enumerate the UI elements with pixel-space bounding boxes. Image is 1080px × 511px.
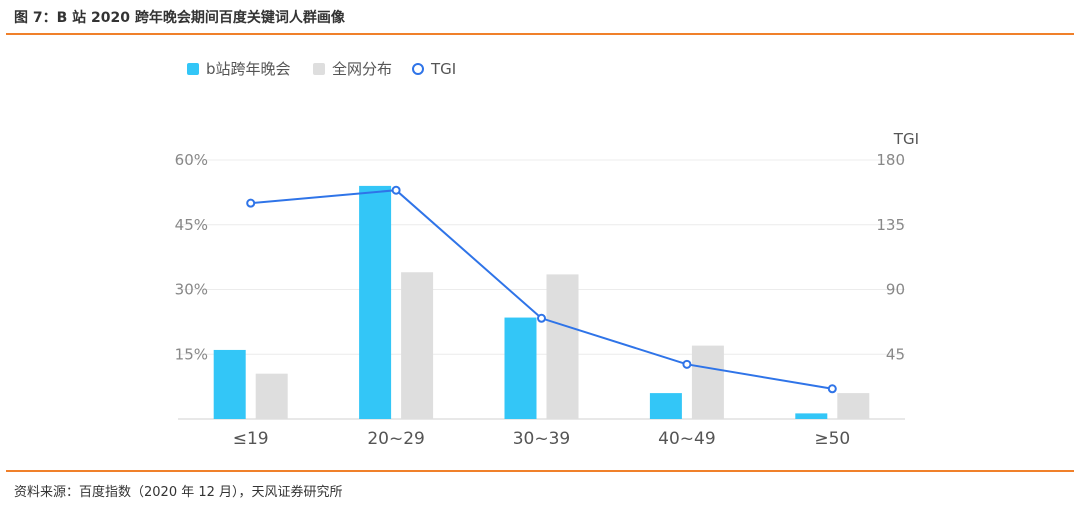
x-category-label: 20~29 (367, 429, 425, 449)
bar-all-network (837, 393, 870, 419)
y-right-tick-label: 45 (886, 345, 905, 363)
x-category-label: 30~39 (513, 429, 571, 449)
tgi-point (391, 185, 401, 195)
bar-bilibili (359, 185, 392, 419)
tgi-point (827, 384, 837, 394)
tgi-point (246, 198, 256, 208)
legend-swatch-bilibili (187, 63, 199, 75)
bar-bilibili (795, 413, 828, 419)
y-left-tick-label: 60% (175, 151, 208, 169)
legend-label-tgi: TGI (430, 60, 456, 78)
y-left-tick-label: 45% (175, 216, 208, 234)
figure-title: 图 7：B 站 2020 跨年晚会期间百度关键词人群画像 (14, 10, 345, 26)
tgi-point (682, 359, 692, 369)
bar-all-network (546, 274, 579, 419)
y-right-axis-label: TGI (893, 130, 919, 148)
x-category-label: ≥50 (814, 429, 850, 449)
legend-label-all-network: 全网分布 (332, 60, 392, 78)
bar-all-network (401, 272, 434, 419)
legend-swatch-tgi (412, 63, 424, 75)
tgi-point (537, 313, 546, 323)
x-category-label: ≤19 (233, 429, 269, 449)
source-note: 资料来源：百度指数（2020 年 12 月），天风证券研究所 (14, 485, 343, 500)
source-divider (6, 470, 1074, 472)
bar-all-network (691, 345, 724, 419)
title-divider (6, 33, 1074, 35)
y-right-tick-label: 135 (876, 216, 905, 234)
y-right-tick-label: 90 (886, 281, 905, 299)
legend-label-bilibili: b站跨年晚会 (206, 60, 291, 78)
chart: 15% 30% 45% 60% 45 90 135 180 TGI ≤19 20~29 30~39 40… (175, 60, 919, 449)
x-category-label: 40~49 (658, 429, 716, 449)
y-left-tick-label: 30% (175, 281, 208, 299)
bar-bilibili (213, 349, 246, 419)
bar-all-network (255, 373, 288, 419)
y-right-tick-label: 180 (876, 151, 905, 169)
bar-bilibili (649, 393, 682, 419)
bar-bilibili (504, 317, 537, 419)
y-left-tick-label: 15% (175, 345, 208, 363)
legend-swatch-all-network (313, 63, 325, 75)
